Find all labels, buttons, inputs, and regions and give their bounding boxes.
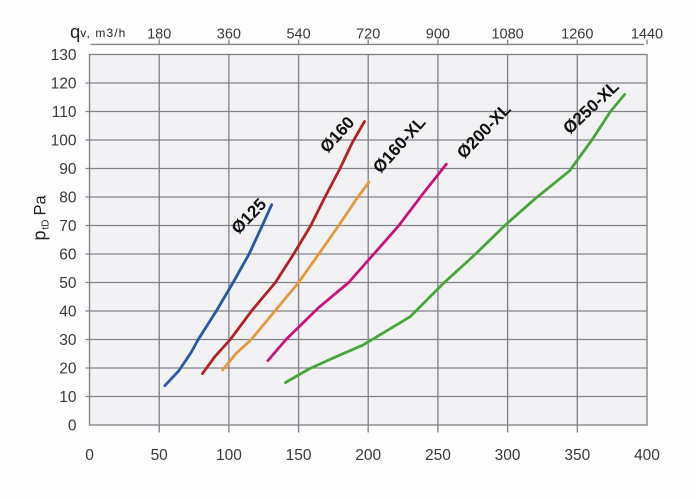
- svg-text:150: 150: [286, 447, 312, 464]
- svg-text:20: 20: [59, 360, 77, 377]
- svg-text:120: 120: [51, 75, 77, 92]
- svg-text:540: 540: [286, 26, 310, 42]
- svg-text:90: 90: [59, 161, 77, 178]
- svg-text:0: 0: [68, 417, 77, 434]
- svg-text:350: 350: [564, 447, 590, 464]
- svg-text:180: 180: [147, 26, 171, 42]
- svg-text:300: 300: [495, 447, 521, 464]
- svg-text:50: 50: [151, 447, 169, 464]
- svg-text:1080: 1080: [491, 26, 523, 42]
- svg-text:720: 720: [356, 26, 380, 42]
- svg-text:250: 250: [425, 447, 451, 464]
- svg-text:10: 10: [59, 389, 77, 406]
- svg-text:110: 110: [52, 104, 77, 121]
- svg-text:360: 360: [217, 26, 241, 42]
- svg-text:70: 70: [59, 218, 77, 235]
- svg-text:0: 0: [85, 447, 94, 464]
- svg-text:60: 60: [59, 246, 77, 263]
- svg-text:40: 40: [59, 303, 77, 320]
- svg-text:50: 50: [59, 275, 77, 292]
- svg-text:30: 30: [59, 332, 77, 349]
- svg-text:400: 400: [634, 447, 660, 464]
- svg-text:100: 100: [51, 132, 77, 149]
- svg-text:1260: 1260: [561, 26, 593, 42]
- svg-text:1440: 1440: [631, 26, 663, 42]
- svg-text:130: 130: [51, 47, 77, 64]
- svg-text:qv, m3/h: qv, m3/h: [70, 21, 126, 42]
- svg-text:80: 80: [59, 189, 77, 206]
- svg-text:200: 200: [355, 447, 381, 464]
- svg-text:900: 900: [426, 26, 450, 42]
- svg-text:100: 100: [216, 447, 242, 464]
